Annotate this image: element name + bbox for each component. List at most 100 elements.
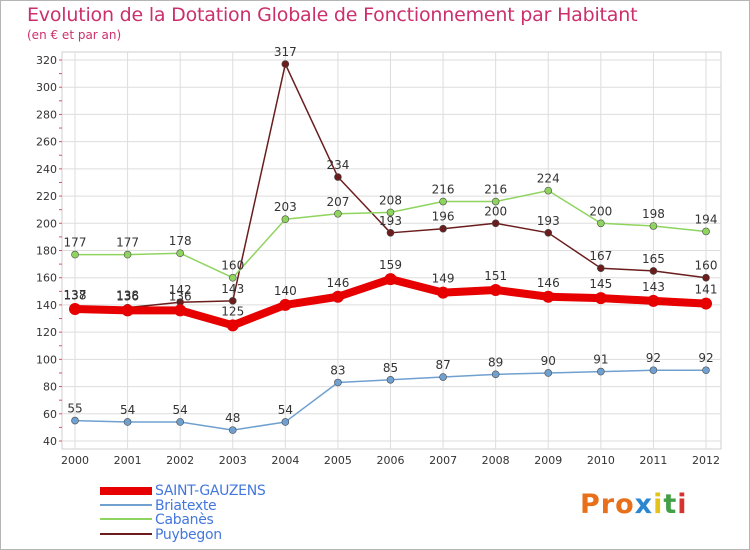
- data-point-caban-s: [71, 250, 79, 259]
- data-label-saint-gauzens: 136: [169, 289, 192, 303]
- data-point-saint-gauzens: [69, 303, 81, 316]
- data-label-caban-s: 194: [695, 212, 718, 226]
- data-label-saint-gauzens: 143: [642, 280, 665, 294]
- data-point-saint-gauzens: [174, 304, 187, 317]
- data-point-puybegon: [544, 229, 553, 237]
- data-label-puybegon: 138: [116, 289, 139, 303]
- data-point-briatexte: [439, 373, 447, 381]
- data-label-briatexte: 55: [67, 402, 82, 416]
- data-label-briatexte: 48: [225, 411, 240, 425]
- y-tick-label: 120: [36, 326, 57, 339]
- data-label-saint-gauzens: 159: [379, 258, 402, 272]
- data-point-briatexte: [491, 370, 500, 379]
- data-label-briatexte: 87: [435, 358, 450, 372]
- data-point-saint-gauzens: [437, 286, 450, 299]
- y-tick-label: 280: [36, 108, 57, 121]
- legend-swatch: [100, 532, 152, 535]
- data-label-caban-s: 216: [484, 183, 507, 197]
- y-tick-label: 240: [36, 163, 57, 176]
- data-label-briatexte: 54: [278, 403, 293, 417]
- y-tick-label: 80: [43, 381, 57, 394]
- data-point-caban-s: [386, 208, 395, 217]
- y-tick-label: 140: [36, 299, 57, 312]
- data-point-saint-gauzens: [489, 283, 502, 296]
- x-tick-label: 2008: [482, 454, 510, 467]
- data-point-saint-gauzens: [594, 292, 607, 305]
- data-label-saint-gauzens: 146: [326, 276, 349, 290]
- data-label-saint-gauzens: 151: [484, 269, 507, 283]
- data-point-puybegon: [228, 297, 237, 305]
- legend-label: Briatexte: [155, 497, 217, 514]
- data-label-saint-gauzens: 137: [64, 288, 87, 302]
- chart-title: Evolution de la Dotation Globale de Fonc…: [27, 4, 638, 26]
- data-label-puybegon: 196: [432, 210, 455, 224]
- data-label-puybegon: 167: [589, 249, 612, 263]
- data-point-puybegon: [597, 264, 605, 272]
- data-point-caban-s: [228, 273, 237, 282]
- data-label-briatexte: 54: [120, 403, 135, 417]
- x-tick-label: 2000: [61, 454, 89, 467]
- y-tick-label: 160: [36, 272, 57, 285]
- x-tick-label: 2007: [429, 454, 457, 467]
- data-point-puybegon: [439, 224, 447, 233]
- data-point-puybegon: [649, 267, 658, 275]
- data-point-puybegon: [281, 60, 290, 68]
- data-label-briatexte: 92: [646, 351, 661, 365]
- data-point-caban-s: [491, 197, 500, 206]
- data-point-briatexte: [544, 369, 553, 377]
- data-point-briatexte: [386, 375, 395, 384]
- data-point-caban-s: [176, 249, 184, 258]
- x-tick-label: 2006: [377, 454, 405, 467]
- data-label-saint-gauzens: 141: [695, 283, 718, 297]
- data-point-briatexte: [281, 418, 290, 426]
- data-point-puybegon: [702, 273, 710, 282]
- y-tick-label: 320: [36, 54, 57, 67]
- x-tick-label: 2001: [114, 454, 142, 467]
- y-tick-label: 180: [36, 245, 57, 258]
- data-label-puybegon: 317: [274, 45, 297, 59]
- data-label-caban-s: 216: [432, 183, 455, 197]
- data-point-caban-s: [334, 209, 342, 218]
- data-point-caban-s: [544, 186, 553, 195]
- data-point-caban-s: [439, 197, 447, 206]
- data-point-briatexte: [702, 366, 710, 375]
- data-label-briatexte: 92: [698, 351, 713, 365]
- x-tick-label: 2003: [219, 454, 247, 467]
- data-label-briatexte: 91: [593, 353, 608, 367]
- data-label-caban-s: 177: [64, 236, 87, 250]
- data-label-saint-gauzens: 136: [116, 289, 139, 303]
- data-point-briatexte: [176, 418, 184, 426]
- y-tick-label: 300: [36, 81, 57, 94]
- x-tick-label: 2009: [534, 454, 562, 467]
- data-point-caban-s: [597, 219, 605, 228]
- data-point-caban-s: [649, 222, 658, 230]
- data-point-puybegon: [334, 173, 342, 181]
- legend-label: Puybegon: [155, 526, 222, 543]
- data-point-puybegon: [491, 219, 500, 228]
- data-point-saint-gauzens: [226, 319, 239, 332]
- data-label-caban-s: 208: [379, 193, 402, 207]
- data-point-briatexte: [71, 416, 79, 425]
- x-tick-label: 2005: [324, 454, 352, 467]
- data-point-saint-gauzens: [542, 290, 555, 303]
- data-label-saint-gauzens: 145: [589, 277, 612, 291]
- y-tick-label: 40: [43, 435, 57, 448]
- y-tick-label: 260: [36, 136, 57, 149]
- data-point-saint-gauzens: [384, 273, 397, 286]
- data-label-puybegon: 193: [379, 214, 402, 228]
- data-label-puybegon: 142: [169, 283, 192, 297]
- data-label-caban-s: 200: [589, 204, 612, 218]
- x-tick-label: 2010: [587, 454, 615, 467]
- legend-label: SAINT-GAUZENS: [155, 483, 266, 499]
- data-label-briatexte: 85: [383, 361, 398, 375]
- data-label-caban-s: 178: [169, 234, 192, 248]
- data-point-briatexte: [334, 378, 342, 387]
- data-point-briatexte: [123, 418, 132, 426]
- data-label-caban-s: 207: [326, 195, 349, 209]
- data-label-caban-s: 177: [116, 236, 139, 250]
- data-point-saint-gauzens: [331, 290, 344, 303]
- data-point-briatexte: [649, 366, 658, 375]
- data-point-caban-s: [281, 215, 290, 224]
